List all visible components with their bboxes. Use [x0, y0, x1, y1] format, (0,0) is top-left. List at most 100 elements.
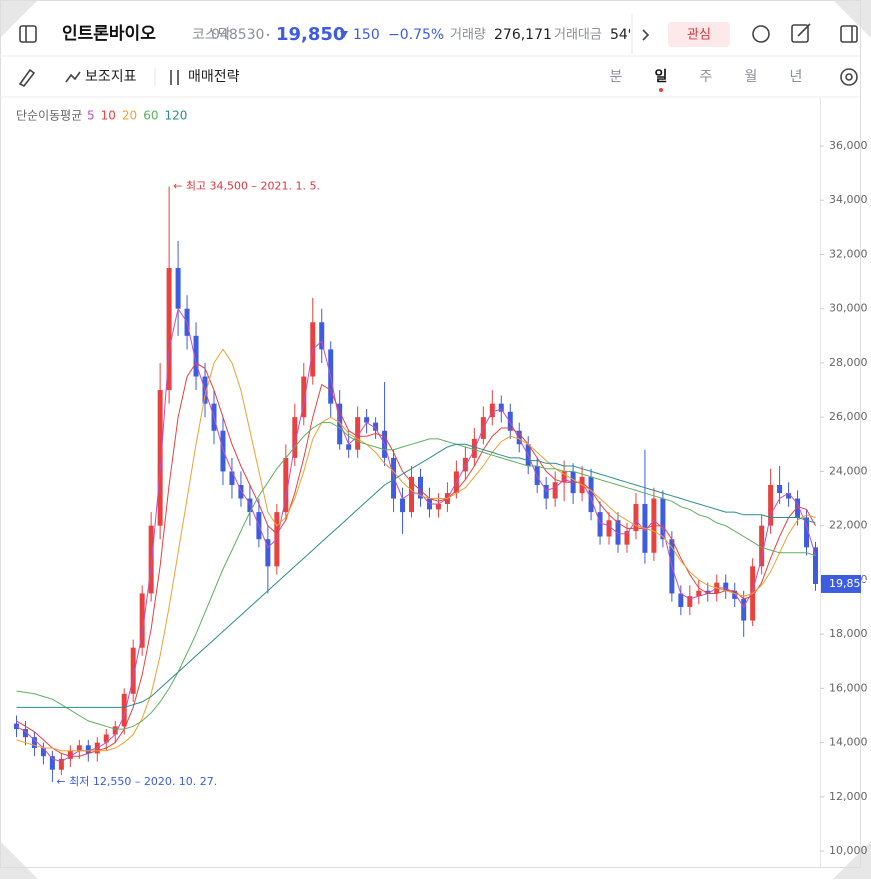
candle-body — [705, 590, 711, 594]
candle-body — [552, 482, 558, 499]
strategy[interactable]: 매매전략 — [188, 69, 240, 85]
y-tick-label: 32,000 — [829, 247, 868, 260]
panel-icon[interactable] — [840, 25, 858, 43]
candle-body — [130, 647, 136, 694]
change-pct: −0.75% — [388, 27, 444, 43]
candle-body — [148, 525, 154, 594]
candle-body — [364, 417, 370, 423]
extreme-annotation: ← 최저 12,550 – 2020. 10. 27. — [56, 775, 217, 788]
ma-legend-item: 10 — [101, 109, 116, 123]
candle-body — [166, 268, 172, 391]
header: 인트론바이오 코스닥 048530 19,850 150 −0.75% 거래량 … — [19, 14, 860, 54]
last-price-tag — [821, 574, 861, 593]
candle-body — [588, 476, 594, 513]
ma-legend-item: 5 — [87, 109, 95, 123]
candle-body — [400, 498, 406, 513]
indicator-icon — [65, 71, 81, 83]
candle-body — [373, 422, 379, 431]
candle-body — [678, 593, 684, 608]
candle-body — [786, 493, 792, 499]
refresh-icon[interactable] — [752, 25, 770, 43]
down-arrow — [340, 31, 348, 38]
header-mask — [630, 14, 860, 54]
candle-body — [633, 503, 639, 532]
candle-body — [534, 466, 540, 485]
corner — [833, 841, 871, 879]
candle-body — [337, 403, 343, 445]
sidebar-icon[interactable] — [19, 25, 37, 43]
candle-body — [220, 430, 226, 472]
candle-body — [696, 590, 702, 597]
moving-average — [16, 443, 816, 708]
candle-body — [31, 737, 37, 749]
extreme-annotation: ← 최고 34,500 – 2021. 1. 5. — [173, 180, 320, 193]
candle-body — [507, 411, 513, 431]
settings-icon[interactable] — [840, 68, 858, 86]
candle-body — [732, 590, 738, 599]
dot — [266, 33, 270, 37]
y-tick-label: 18,000 — [829, 627, 868, 640]
candle-body — [319, 322, 325, 350]
y-tick-label: 26,000 — [829, 410, 868, 423]
candle-body — [238, 484, 244, 499]
candle-body — [795, 498, 801, 518]
change: 150 — [353, 27, 380, 43]
period[interactable]: 년 — [790, 69, 803, 85]
candle-body — [759, 525, 765, 567]
candle-body — [85, 745, 91, 754]
y-tick-label: 12,000 — [829, 790, 868, 803]
value-label: 거래대금 — [554, 28, 602, 43]
candle-body — [723, 582, 729, 591]
edit-icon[interactable] — [791, 24, 809, 43]
moving-average — [16, 422, 816, 730]
candle-body — [543, 484, 549, 499]
dot — [440, 33, 444, 37]
stock-name: 인트론바이오 — [62, 24, 156, 44]
indicators[interactable]: 보조지표 — [85, 69, 137, 85]
watch-button[interactable] — [668, 22, 730, 47]
candle-body — [139, 593, 145, 648]
y-tick-label: 30,000 — [829, 302, 868, 315]
period[interactable]: 주 — [700, 69, 713, 85]
candle-body — [624, 531, 630, 545]
candle-body — [471, 438, 477, 458]
period[interactable]: 분 — [610, 69, 623, 85]
corner — [0, 841, 38, 879]
toolbar: 보조지표 매매전략 분 일 주 월 년 — [18, 68, 858, 92]
draw-icon[interactable] — [18, 68, 36, 88]
candle-body — [660, 498, 666, 540]
candle-body — [804, 517, 810, 548]
ma-legend-item: 120 — [164, 109, 187, 123]
candle-body — [76, 745, 82, 751]
y-tick-label: 34,000 — [829, 193, 868, 206]
candle-body — [49, 756, 55, 770]
candle-body — [346, 444, 352, 450]
settings-icon-core — [845, 73, 853, 81]
candle-body — [777, 484, 783, 494]
candle-body — [175, 268, 181, 309]
candle-body — [22, 729, 28, 738]
code: 048530 — [211, 27, 264, 43]
candle-body — [391, 457, 397, 499]
candle-body — [462, 457, 468, 472]
volume: 276,171 — [494, 27, 552, 43]
candle-body — [435, 503, 441, 510]
ma-legend-title: 단순이동평균 — [16, 109, 82, 123]
period[interactable]: 월 — [745, 69, 758, 85]
candle-body — [355, 417, 361, 450]
watch-label: 관심 — [687, 28, 711, 43]
y-tick-label: 28,000 — [829, 356, 868, 369]
y-tick-label: 16,000 — [829, 681, 868, 694]
candle-body — [67, 750, 73, 759]
candle-body — [597, 512, 603, 537]
period-active[interactable]: 일 — [655, 69, 668, 85]
candle-body — [58, 758, 64, 770]
frame — [0, 0, 861, 868]
candle-body — [283, 457, 289, 513]
candle-body — [498, 403, 504, 412]
candle-body — [741, 598, 747, 621]
more-arrow[interactable] — [642, 29, 650, 41]
candle-body — [292, 417, 298, 458]
